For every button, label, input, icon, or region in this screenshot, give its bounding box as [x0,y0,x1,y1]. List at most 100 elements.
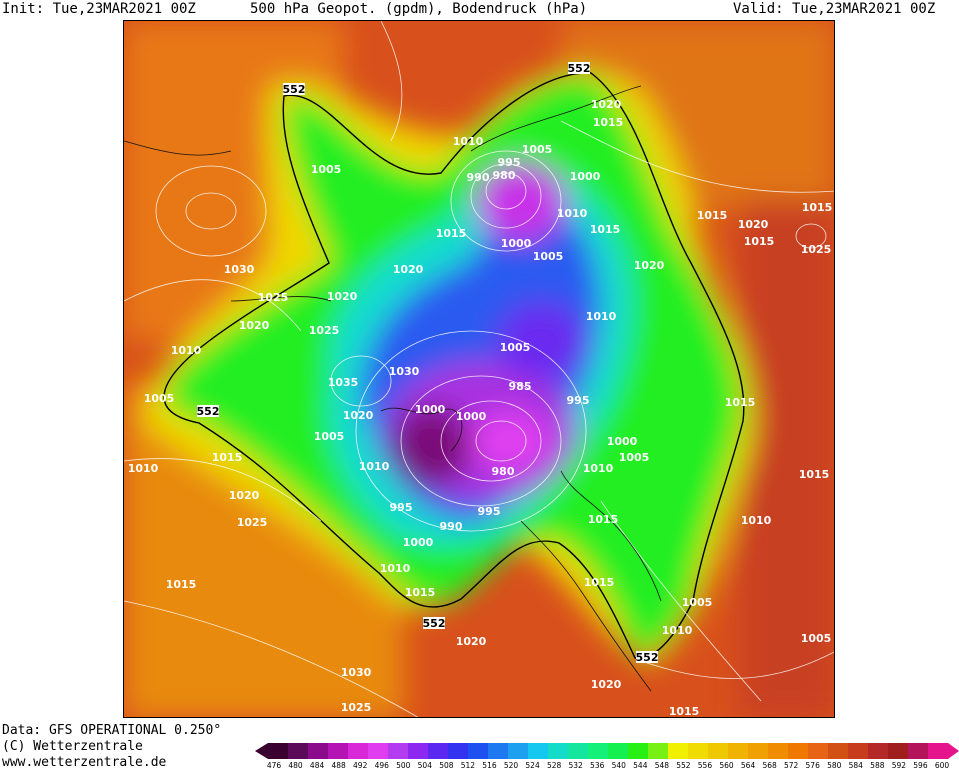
contour-label-bg [197,405,219,417]
colorbar-tick-label: 568 [762,761,777,770]
contour-label: 1000 [607,435,638,448]
contour-label: 1010 [583,462,614,475]
contour-label: 1015 [588,513,619,526]
colorbar-ticks: 476 480 484 488 492 496 500 504 508 512 516 520 524 5… [266,761,950,770]
contour-label: 1010 [662,624,693,637]
colorbar-swatch [288,743,309,759]
contour-label: 1025 [801,243,832,256]
colorbar-tick-label: 576 [805,761,820,770]
contour-label-bg [423,617,445,629]
contour-label: 1030 [341,666,372,679]
contour-label: 1020 [591,678,622,691]
contour-label: 1030 [224,263,255,276]
colorbar-tick-label: 508 [439,761,454,770]
colorbar-swatch [468,743,489,759]
contour-label-bg [636,651,658,663]
colorbar-tick-label: 592 [891,761,907,770]
contour-label: 552 [283,83,306,96]
colorbar-swatch [788,743,809,759]
colorbar-swatch [388,743,409,759]
colorbar-swatch [648,743,669,759]
contour-label: 1015 [802,201,833,214]
colorbar-swatch [348,743,369,759]
colorbar-swatch [668,743,689,759]
contour-label: 1000 [403,536,434,549]
contour-label: 995 [498,156,521,169]
colorbar-swatch [808,743,829,759]
colorbar-swatch [368,743,389,759]
init-time-label: Init: Tue,23MAR2021 00Z [2,1,196,17]
contour-label: 1020 [239,319,270,332]
contour-label: 1020 [738,218,769,231]
colorbar-swatch [528,743,549,759]
colorbar-tick-label: 500 [396,761,411,770]
contour-label: 1035 [328,376,359,389]
contour-label: 1005 [619,451,650,464]
colorbar-tick-label: 516 [482,761,497,770]
colorbar-swatch [328,743,349,759]
contour-label: 1015 [590,223,621,236]
colorbar-swatch [448,743,469,759]
contour-label: 995 [567,394,590,407]
colorbar-tick-label: 560 [719,761,734,770]
contour-label: 1000 [415,403,446,416]
contour-label: 980 [492,465,515,478]
data-source-label: Data: GFS OPERATIONAL 0.250° [2,723,222,738]
colorbar-swatch [768,743,789,759]
colorbar-tick-label: 600 [934,761,950,770]
contour-label: 1005 [144,392,175,405]
colorbar-tick-label: 520 [503,761,519,770]
website-url[interactable]: www.wetterzentrale.de [2,755,167,770]
contour-label: 1010 [128,462,159,475]
contour-label: 1015 [166,578,197,591]
colorbar-swatch [628,743,649,759]
colorbar-tick-label: 552 [676,761,691,770]
contour-label: 1005 [801,632,832,645]
contour-552 [163,72,745,659]
contour-label: 1010 [380,562,411,575]
contour-label: 1000 [570,170,601,183]
contour-label: 1020 [393,263,424,276]
colorbar-tick-label: 528 [546,761,562,770]
contour-label: 990 [440,520,463,533]
colorbar-max-arrow [948,743,959,759]
colorbar-swatch [748,743,769,759]
colorbar-swatch [488,743,509,759]
colorbar-swatch [868,743,889,759]
contour-label-bg [568,62,590,74]
contour-label: 990 [467,171,490,184]
contour-label: 1030 [389,365,420,378]
contour-label: 985 [509,380,532,393]
valid-time-label: Valid: Tue,23MAR2021 00Z [733,1,936,17]
contour-label: 980 [493,169,516,182]
contour-label: 1020 [591,98,622,111]
contour-label: 1010 [359,460,390,473]
contour-label: 552 [636,651,659,664]
contour-label: 1005 [682,596,713,609]
contour-label: 1015 [725,396,756,409]
colorbar-swatch [588,743,609,759]
contour-label: 995 [478,505,501,518]
contour-label: 1025 [309,324,340,337]
colorbar-tick-label: 488 [331,761,346,770]
contour-label: 1015 [436,227,467,240]
colorbar-swatch [708,743,729,759]
contour-label: 1005 [500,341,531,354]
colorbar-tick-label: 480 [288,761,303,770]
colorbar-tick-label: 532 [568,761,583,770]
colorbar-tick-label: 476 [266,761,282,770]
colorbar-swatch [268,743,289,759]
weather-map: 552 552 552 552 552 1020 1015 1010 1005 995 990 980… [123,20,835,718]
colorbar-swatch [548,743,569,759]
copyright-label: (C) Wetterzentrale [2,739,143,754]
colorbar-swatch [408,743,429,759]
colorbar-swatch [688,743,709,759]
colorbar-tick-label: 484 [309,761,325,770]
contour-label: 1015 [405,586,436,599]
colorbar-tick-label: 496 [374,761,389,770]
colorbar-tick-label: 536 [590,761,605,770]
coastlines [124,85,662,692]
contour-label: 1005 [522,143,553,156]
colorbar-swatch [508,743,529,759]
